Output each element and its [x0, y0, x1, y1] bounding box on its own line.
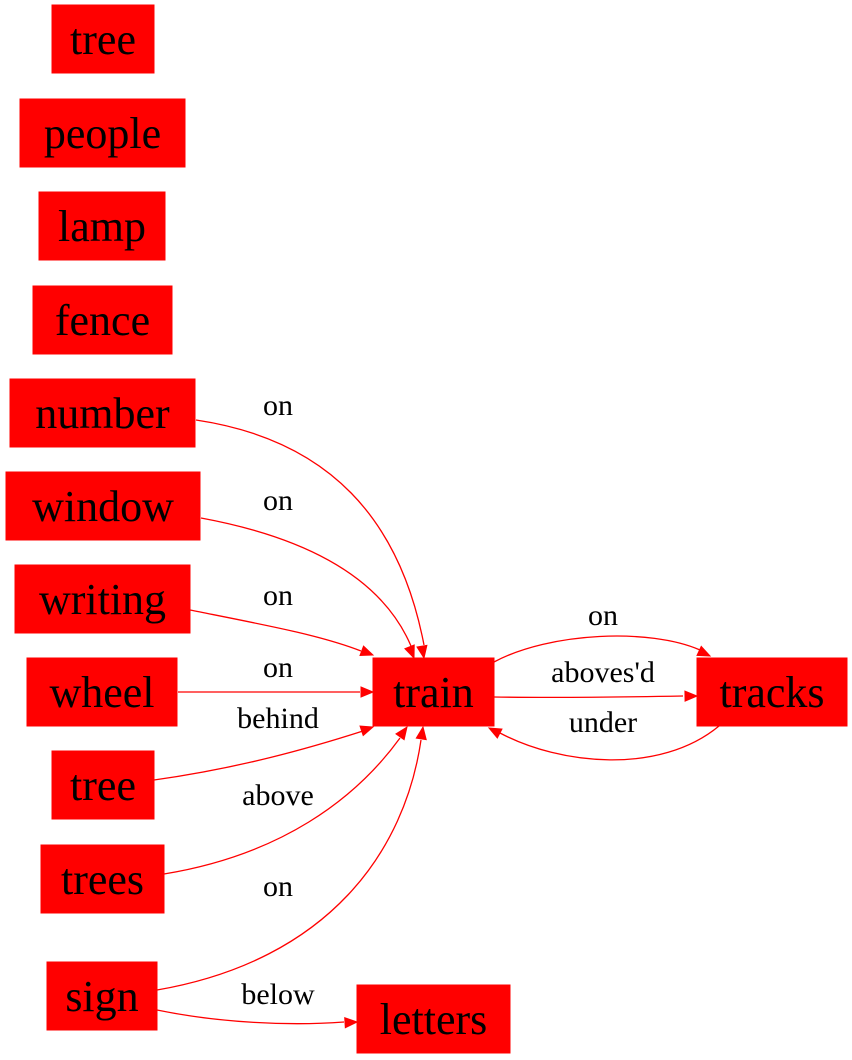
- edge-sign-to-train: on: [156, 725, 427, 991]
- arrowhead-icon: [696, 645, 712, 657]
- edge-label: below: [241, 978, 315, 1011]
- node-label: tree: [70, 761, 136, 810]
- node-sign: sign: [46, 961, 158, 1031]
- edge-line: [200, 517, 412, 647]
- edge-line: [156, 739, 422, 991]
- edge-tracks-to-train: under: [487, 706, 720, 761]
- edge-line: [153, 730, 364, 781]
- node-label: wheel: [49, 668, 154, 717]
- arrowhead-icon: [684, 690, 699, 702]
- node-label: tree: [70, 15, 136, 64]
- edge-label: on: [588, 599, 618, 632]
- node-tree_top: tree: [51, 4, 155, 74]
- node-tracks: tracks: [696, 657, 848, 727]
- node-trees: trees: [40, 844, 165, 914]
- node-box: [19, 98, 186, 168]
- edge-train-to-tracks: on: [493, 599, 712, 663]
- node-box: [9, 378, 196, 448]
- edge-label: on: [263, 870, 293, 903]
- node-box: [5, 471, 201, 541]
- node-box: [26, 657, 178, 727]
- node-box: [32, 285, 173, 355]
- node-train: train: [372, 657, 495, 727]
- node-tree_mid: tree: [51, 750, 155, 820]
- edge-label: on: [263, 484, 293, 517]
- node-wheel: wheel: [26, 657, 178, 727]
- node-window: window: [5, 471, 201, 541]
- node-box: [372, 657, 495, 727]
- node-label: fence: [55, 296, 150, 345]
- node-box: [40, 844, 165, 914]
- edge-sign-to-letters: below: [156, 978, 359, 1029]
- node-label: lamp: [58, 202, 146, 251]
- edge-line: [195, 419, 425, 646]
- edge-label: above: [242, 779, 314, 812]
- edge-tree_mid-to-train: behind: [153, 702, 375, 781]
- node-label: people: [44, 109, 161, 158]
- arrowhead-icon: [344, 1017, 359, 1029]
- edge-label: on: [263, 651, 293, 684]
- edge-label: aboves'd: [551, 656, 655, 689]
- edge-number-to-train: on: [195, 389, 428, 660]
- edge-label: under: [569, 706, 637, 739]
- edge-line: [499, 725, 720, 761]
- edge-label: on: [263, 579, 293, 612]
- node-number: number: [9, 378, 196, 448]
- node-writing: writing: [14, 564, 191, 634]
- arrowhead-icon: [487, 727, 503, 739]
- node-box: [696, 657, 848, 727]
- nodes-layer: tree people lamp fence number window writing wh…: [5, 4, 848, 1054]
- node-box: [51, 750, 155, 820]
- edge-wheel-to-train: on: [178, 651, 375, 698]
- node-label: letters: [380, 995, 488, 1044]
- node-people: people: [19, 98, 186, 168]
- edge-window-to-train: on: [200, 484, 415, 660]
- node-label: train: [393, 668, 474, 717]
- node-box: [46, 961, 158, 1031]
- edge-line: [493, 695, 684, 699]
- edge-line: [156, 1009, 345, 1025]
- edge-label: behind: [237, 702, 319, 735]
- arrowhead-icon: [359, 645, 375, 656]
- arrowhead-icon: [395, 725, 408, 741]
- node-box: [51, 4, 155, 74]
- node-lamp: lamp: [38, 191, 166, 261]
- node-label: number: [35, 389, 170, 438]
- edge-line: [493, 635, 701, 663]
- edge-line: [189, 609, 362, 652]
- edge-train-to-tracks: aboves'd: [493, 656, 699, 702]
- edge-trees-to-train: above: [163, 725, 408, 875]
- node-label: window: [32, 482, 174, 531]
- node-letters: letters: [356, 984, 511, 1054]
- node-label: writing: [39, 575, 166, 624]
- edge-line: [163, 737, 401, 875]
- node-label: sign: [65, 972, 138, 1021]
- arrowhead-icon: [404, 644, 415, 660]
- node-fence: fence: [32, 285, 173, 355]
- arrowhead-icon: [415, 725, 427, 741]
- arrowhead-icon: [416, 644, 428, 660]
- edge-label: on: [263, 389, 293, 422]
- node-box: [356, 984, 511, 1054]
- node-label: trees: [61, 855, 144, 904]
- edge-writing-to-train: on: [189, 579, 375, 656]
- node-box: [38, 191, 166, 261]
- arrowhead-icon: [359, 725, 375, 737]
- arrowhead-icon: [360, 686, 375, 698]
- node-label: tracks: [719, 668, 824, 717]
- node-box: [14, 564, 191, 634]
- edges-layer: on on on on behind above on below on aboves'd unde…: [153, 389, 720, 1029]
